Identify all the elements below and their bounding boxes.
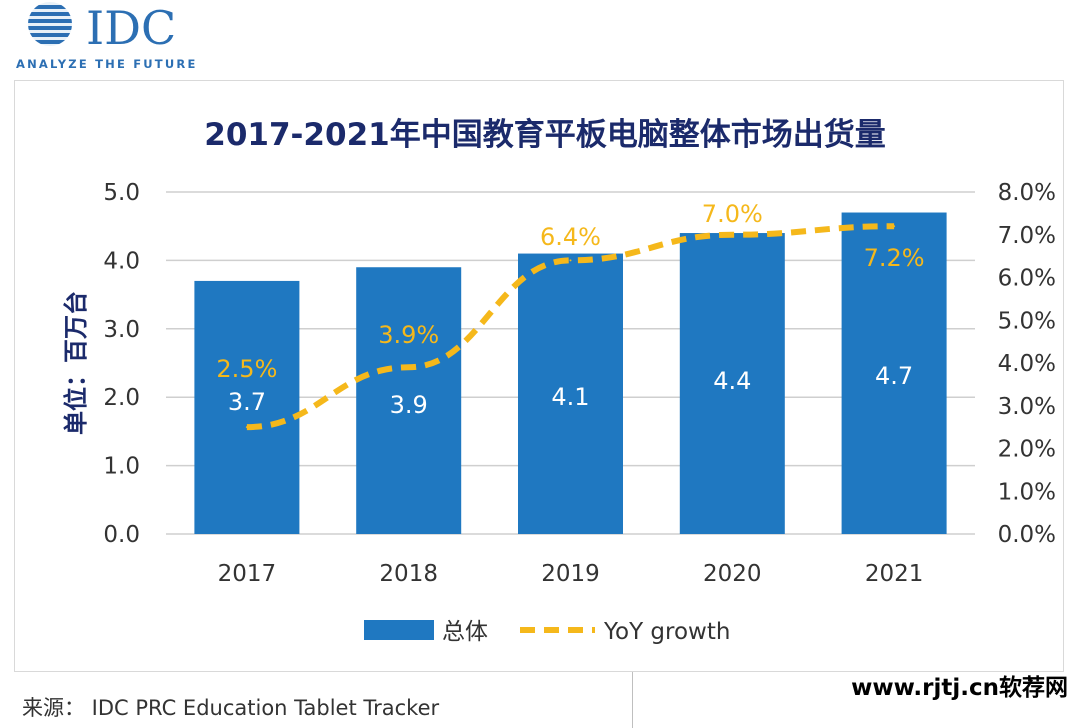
bar — [518, 253, 623, 534]
source-text: 来源： IDC PRC Education Tablet Tracker — [22, 696, 440, 720]
x-tick-label: 2019 — [541, 561, 600, 587]
y2-tick-label: 5.0% — [998, 308, 1056, 334]
growth-value-label: 6.4% — [540, 223, 601, 251]
watermark: www.rjtj.cn软荐网 — [851, 675, 1068, 701]
y2-tick-label: 4.0% — [998, 351, 1056, 377]
bars — [194, 212, 947, 535]
chart-title: 2017-2021年中国教育平板电脑整体市场出货量 — [204, 117, 885, 153]
y2-tick-label: 1.0% — [998, 479, 1056, 505]
legend-bar-label: 总体 — [442, 619, 488, 645]
x-tick-label: 2021 — [865, 561, 924, 587]
data-labels: 3.7 3.9 4.1 4.4 4.7 2.5% 3.9% 6.4% 7.0% 7.2% — [216, 200, 924, 419]
y2-tick-label: 6.0% — [998, 266, 1056, 292]
globe-icon — [28, 2, 72, 46]
growth-point — [245, 426, 248, 429]
y-tick-label: 3.0 — [103, 317, 140, 343]
logo-tagline: ANALYZE THE FUTURE — [16, 57, 198, 71]
bar — [679, 233, 785, 535]
chart: 2017-2021年中国教育平板电脑整体市场出货量 单位：百万台 0.0 1.0 2… — [62, 117, 1056, 645]
bar-value-label: 3.7 — [228, 388, 266, 416]
y2-tick-label: 3.0% — [998, 394, 1056, 420]
y-tick-label: 2.0 — [103, 385, 140, 411]
bar — [356, 267, 462, 534]
y2-axis-ticks: 0.0% 1.0% 2.0% 3.0% 4.0% 5.0% 6.0% 7.0% 8.0% — [998, 180, 1056, 548]
legend-line-label: YoY growth — [603, 619, 730, 645]
y2-tick-label: 8.0% — [998, 180, 1056, 206]
growth-line — [245, 223, 896, 431]
growth-value-label: 2.5% — [216, 355, 277, 383]
growth-value-label: 7.2% — [864, 244, 925, 272]
growth-value-label: 3.9% — [378, 321, 439, 349]
bar-value-label: 4.1 — [551, 383, 589, 411]
y-tick-label: 1.0 — [103, 454, 140, 480]
y-axis-ticks: 0.0 1.0 2.0 3.0 4.0 5.0 — [103, 180, 140, 548]
bar — [841, 212, 947, 534]
y2-tick-label: 2.0% — [998, 437, 1056, 463]
y-tick-label: 0.0 — [103, 522, 140, 548]
y2-tick-label: 0.0% — [998, 522, 1056, 548]
growth-point — [569, 259, 572, 262]
growth-line-path — [246, 223, 895, 431]
bar-value-label: 3.9 — [390, 391, 428, 419]
growth-value-label: 7.0% — [702, 200, 763, 228]
logo-text: IDC — [86, 2, 176, 55]
legend: 总体 YoY growth — [364, 619, 730, 645]
legend-bar-swatch — [364, 620, 434, 640]
x-tick-label: 2020 — [703, 561, 762, 587]
x-axis-ticks: 2017 2018 2019 2020 2021 — [218, 561, 924, 587]
y2-tick-label: 7.0% — [998, 223, 1056, 249]
x-tick-label: 2017 — [218, 561, 277, 587]
growth-point — [893, 225, 896, 228]
bar-value-label: 4.4 — [713, 367, 751, 395]
header: IDC ANALYZE THE FUTURE — [0, 0, 1078, 80]
bar — [194, 280, 300, 534]
y-tick-label: 5.0 — [103, 180, 140, 206]
y-tick-label: 4.0 — [103, 248, 140, 274]
idc-logo: IDC ANALYZE THE FUTURE — [16, 2, 198, 71]
growth-point — [731, 233, 734, 236]
growth-point — [407, 366, 410, 369]
bar-value-label: 4.7 — [875, 362, 913, 390]
x-tick-label: 2018 — [379, 561, 438, 587]
footer-divider — [632, 672, 633, 728]
y-axis-label: 单位：百万台 — [62, 291, 90, 435]
